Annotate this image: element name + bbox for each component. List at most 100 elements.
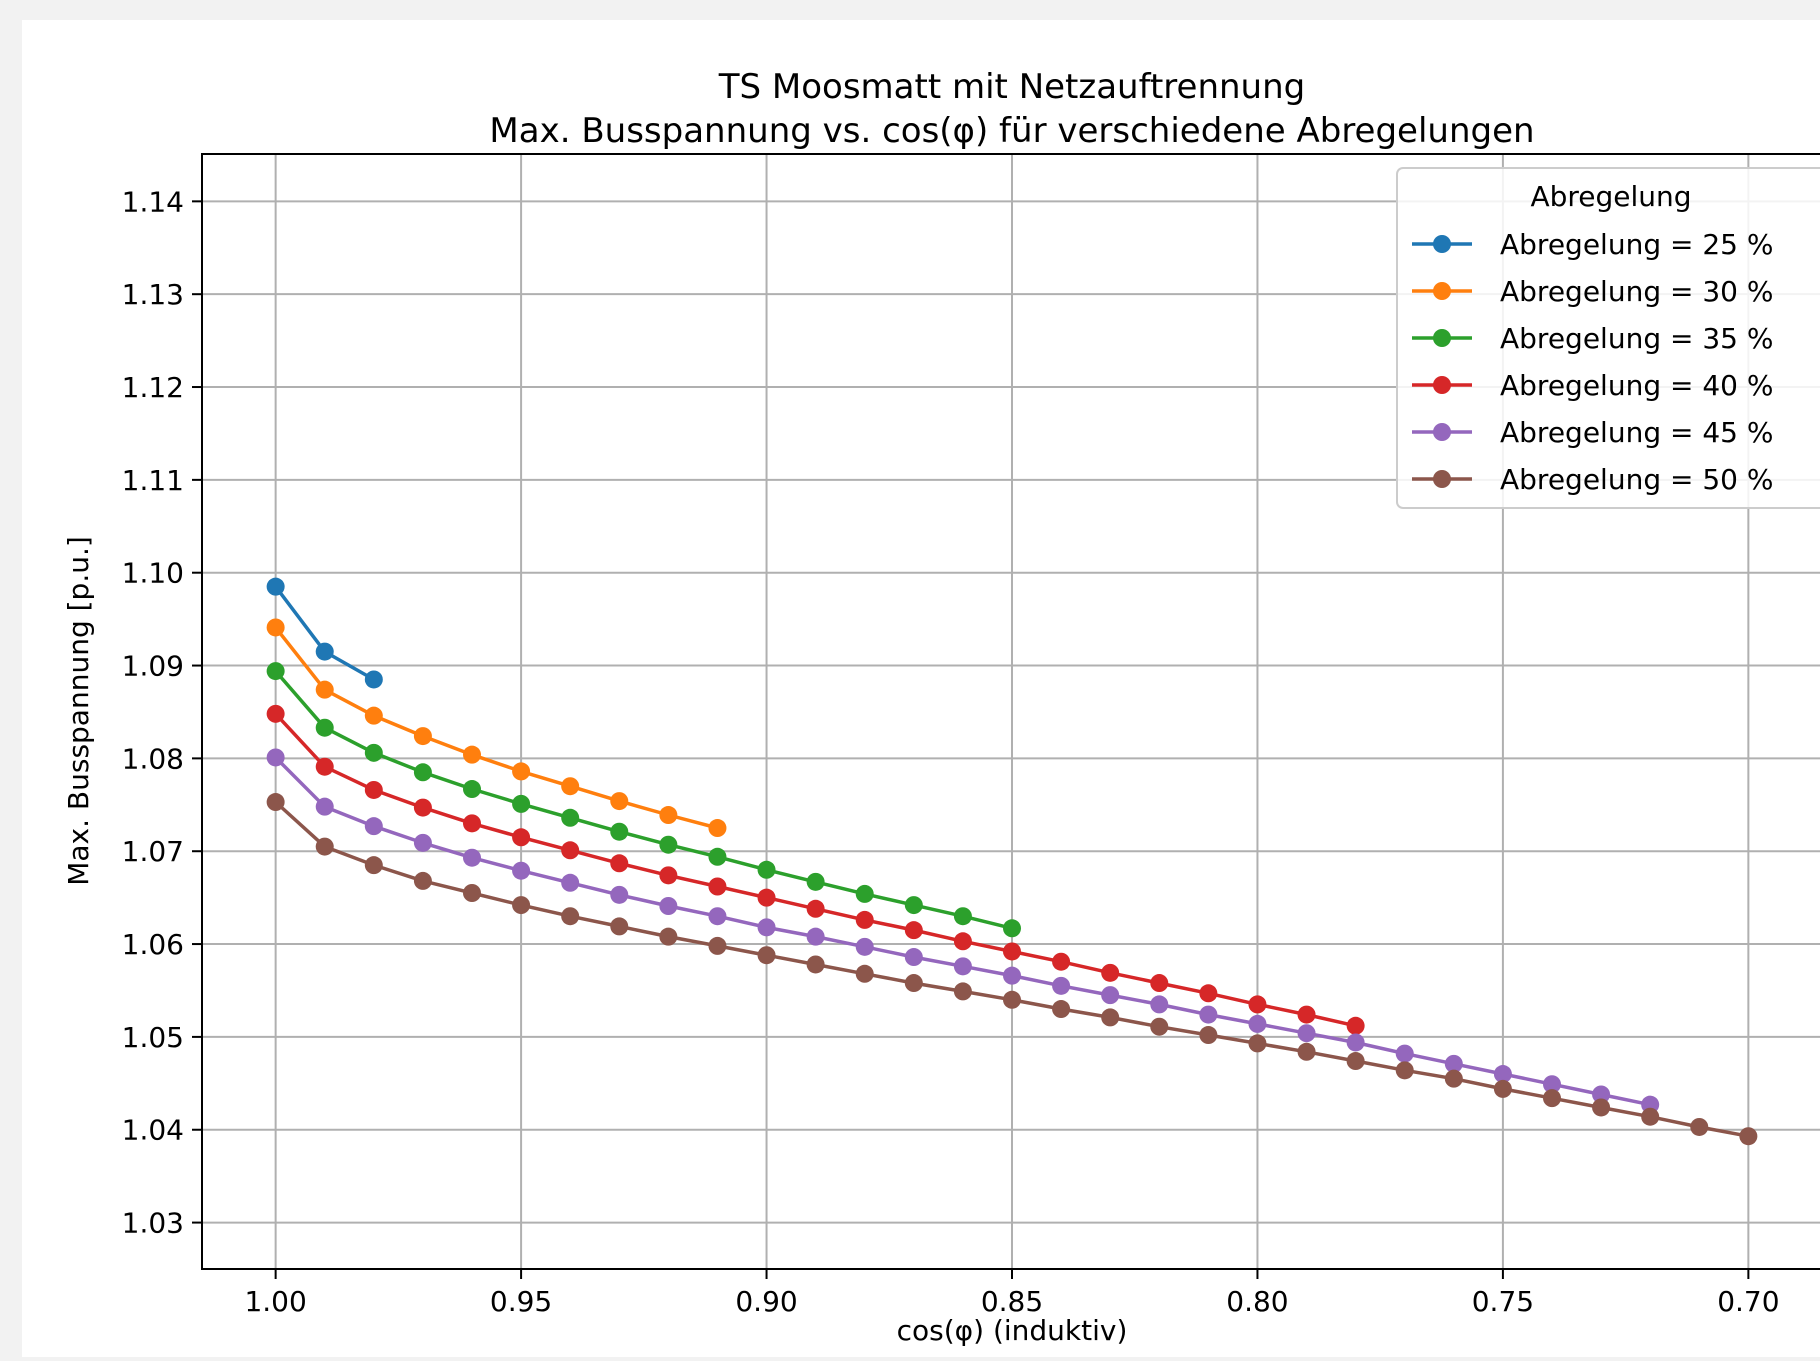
data-point	[512, 794, 531, 813]
data-point	[1346, 1033, 1365, 1052]
data-point	[757, 918, 776, 937]
data-point	[855, 910, 874, 929]
x-tick-label: 0.80	[1226, 1285, 1288, 1318]
data-point	[364, 670, 383, 689]
legend-box	[1396, 167, 1820, 509]
x-tick-label: 0.90	[735, 1285, 797, 1318]
data-point	[266, 662, 285, 681]
series-line	[274, 712, 1356, 1028]
legend-marker	[1433, 282, 1451, 300]
data-point	[1346, 1052, 1365, 1071]
x-tick-label: 0.75	[1472, 1285, 1534, 1318]
data-point	[806, 872, 825, 891]
data-point	[364, 706, 383, 725]
x-tick-label: 0.70	[1717, 1285, 1779, 1318]
y-tick-label: 1.13	[122, 278, 184, 311]
data-point	[561, 841, 580, 860]
series-layer	[266, 577, 1758, 1146]
data-point	[463, 814, 481, 833]
data-point	[512, 828, 531, 847]
data-point	[806, 927, 825, 946]
y-tick-label: 1.04	[122, 1114, 184, 1147]
legend-marker	[1433, 235, 1451, 253]
legend-label: Abregelung = 40 %	[1500, 369, 1774, 402]
series-3	[266, 662, 1021, 938]
data-point	[1739, 1127, 1758, 1146]
series-5	[266, 748, 1660, 1114]
data-point	[512, 861, 531, 880]
data-point	[1592, 1098, 1611, 1117]
y-tick-label: 1.12	[122, 371, 184, 404]
series-line	[274, 626, 718, 830]
legend-entry-1: Abregelung = 25 %	[1412, 228, 1774, 261]
data-point	[610, 917, 629, 936]
data-point	[659, 866, 678, 885]
data-point	[315, 642, 334, 661]
data-point	[708, 907, 727, 926]
series-1	[266, 577, 383, 689]
data-point	[904, 921, 923, 940]
legend-marker	[1433, 470, 1451, 488]
data-point	[904, 896, 923, 915]
data-point	[659, 896, 678, 915]
y-tick-label: 1.06	[122, 928, 184, 961]
data-point	[659, 806, 678, 825]
data-point	[1543, 1075, 1561, 1094]
data-point	[708, 819, 727, 838]
data-point	[757, 946, 776, 965]
y-tick-label: 1.07	[122, 835, 184, 868]
chart-subtitle: Max. Busspannung vs. cos(φ) für verschie…	[489, 111, 1534, 151]
x-tick-label: 0.95	[490, 1285, 552, 1318]
data-point	[266, 704, 285, 723]
y-tick-label: 1.11	[122, 464, 184, 497]
data-point	[413, 871, 432, 890]
data-point	[953, 957, 972, 976]
data-point	[364, 780, 383, 799]
data-point	[1395, 1044, 1414, 1063]
data-point	[1395, 1061, 1414, 1080]
data-point	[1101, 986, 1120, 1005]
chart: TS Moosmatt mit Netzauftrennung Max. Bus…	[62, 67, 1820, 1347]
x-tick-label: 0.85	[981, 1285, 1043, 1318]
data-point	[315, 680, 334, 699]
data-point	[561, 907, 580, 926]
data-point	[855, 964, 874, 983]
data-point	[610, 885, 629, 904]
x-axis-label: cos(φ) (induktiv)	[897, 1314, 1128, 1347]
legend-title: Abregelung	[1530, 180, 1691, 213]
data-point	[855, 884, 874, 903]
data-point	[1248, 1014, 1267, 1033]
data-point	[1297, 1024, 1316, 1043]
legend-label: Abregelung = 30 %	[1500, 275, 1774, 308]
data-point	[364, 856, 383, 875]
data-point	[855, 937, 874, 956]
data-point	[953, 982, 972, 1001]
data-point	[512, 896, 531, 915]
data-point	[413, 798, 432, 817]
data-point	[512, 762, 531, 781]
data-point	[1003, 990, 1021, 1009]
y-tick-label: 1.09	[122, 650, 184, 683]
series-2	[266, 618, 727, 838]
data-point	[610, 792, 629, 811]
data-point	[266, 618, 285, 637]
data-point	[463, 780, 481, 799]
legend-label: Abregelung = 45 %	[1500, 416, 1774, 449]
legend-marker	[1433, 329, 1451, 347]
data-point	[561, 777, 580, 796]
data-point	[561, 873, 580, 892]
data-point	[1003, 942, 1021, 961]
data-point	[953, 907, 972, 926]
data-point	[659, 835, 678, 854]
data-point	[1444, 1054, 1463, 1073]
legend-entry-4: Abregelung = 40 %	[1412, 369, 1774, 402]
data-point	[1346, 1016, 1365, 1035]
data-point	[1248, 995, 1267, 1014]
data-point	[1493, 1065, 1512, 1084]
series-line	[274, 669, 1013, 930]
x-tick-label: 1.00	[244, 1285, 306, 1318]
data-point	[610, 854, 629, 873]
data-point	[266, 577, 285, 596]
figure: TS Moosmatt mit Netzauftrennung Max. Bus…	[22, 20, 1820, 1357]
data-point	[315, 718, 334, 737]
